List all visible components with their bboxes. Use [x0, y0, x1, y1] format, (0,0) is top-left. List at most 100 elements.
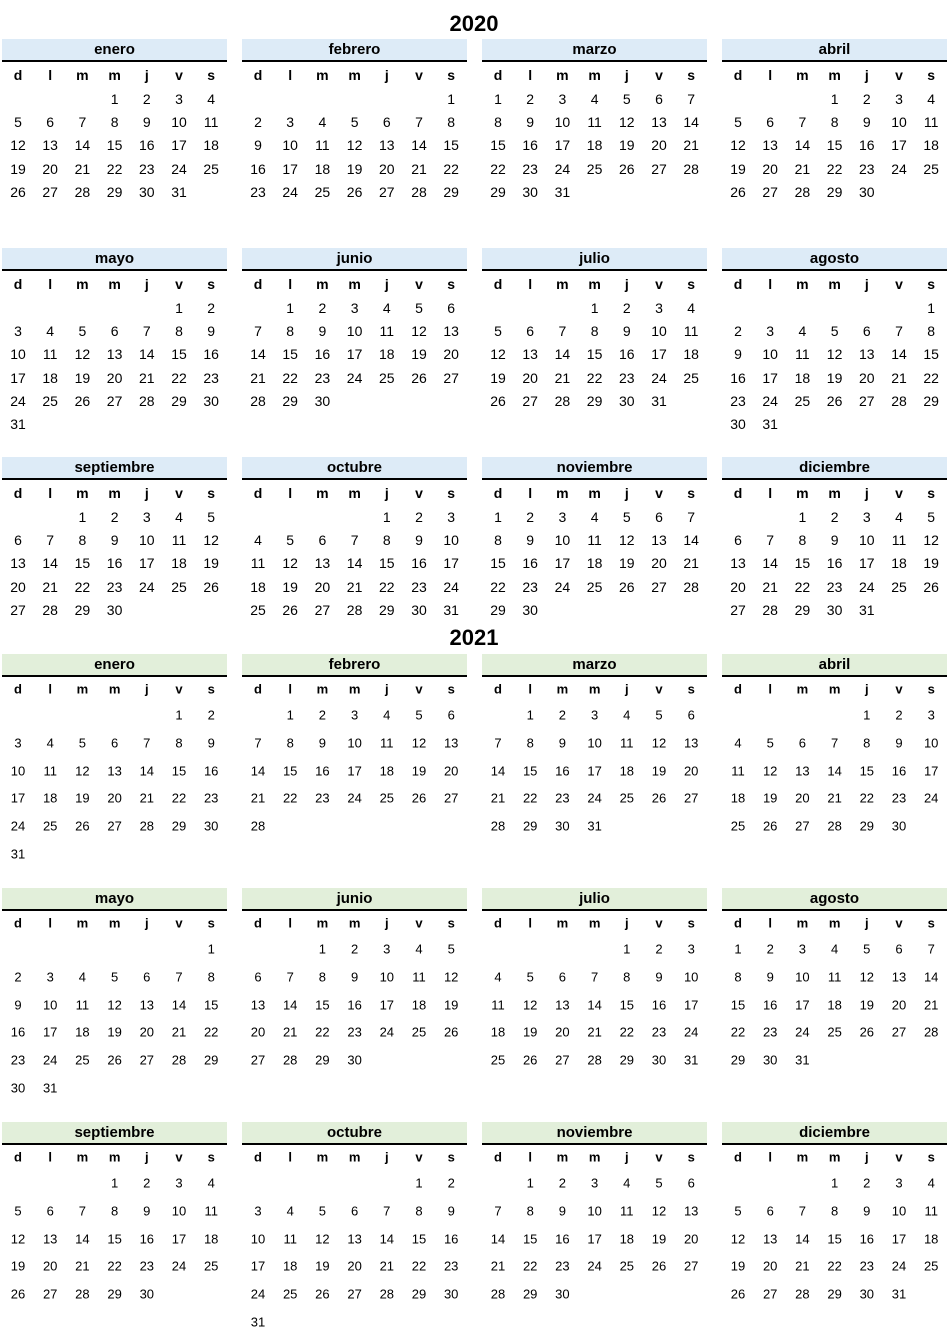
- day-cell: 5: [14, 1203, 22, 1219]
- day-cell: 20: [522, 369, 538, 386]
- weekday-label: m: [556, 67, 569, 83]
- day-cell: 25: [203, 1258, 219, 1274]
- day-cell: 29: [586, 392, 603, 409]
- day-cell: 18: [250, 578, 266, 595]
- weekday-label: m: [316, 276, 329, 292]
- weekday-label: v: [895, 276, 903, 292]
- day-cell: 4: [46, 323, 55, 340]
- day-cell: 17: [651, 346, 667, 363]
- day-cell: 14: [827, 763, 842, 779]
- day-cell: 4: [254, 532, 262, 549]
- day-cell: 2: [895, 707, 903, 723]
- day-cell: 7: [383, 1203, 391, 1219]
- weekday-label: s: [207, 915, 215, 931]
- day-cell: 1: [286, 707, 294, 723]
- day-cell: 8: [623, 969, 631, 985]
- day-cell: 1: [798, 509, 807, 525]
- day-cell: 26: [346, 183, 363, 200]
- day-cell: 21: [42, 578, 58, 595]
- day-cell: 22: [490, 160, 506, 177]
- day-cell: 2: [558, 1175, 566, 1191]
- weekday-label: v: [415, 681, 423, 697]
- day-cell: 7: [830, 735, 839, 751]
- weekday-label: m: [588, 67, 601, 83]
- month-header: octubre: [242, 457, 467, 480]
- day-cell: 2: [655, 941, 663, 957]
- weekday-label: m: [588, 276, 601, 292]
- day-cell: 27: [314, 601, 331, 618]
- weekday-label: v: [655, 485, 663, 501]
- day-cell: 7: [78, 1203, 86, 1219]
- weekday-label: j: [864, 915, 869, 931]
- day-cell: 12: [762, 763, 778, 779]
- day-cell: 30: [859, 1286, 875, 1302]
- day-cell: 3: [383, 941, 391, 957]
- day-cell: 1: [318, 941, 326, 957]
- weekday-label: m: [316, 681, 329, 697]
- day-cell: 17: [762, 369, 778, 386]
- month-header: marzo: [482, 654, 707, 677]
- weekday-label: m: [108, 67, 121, 83]
- day-cell: 29: [522, 818, 538, 834]
- day-cell: 19: [651, 1231, 667, 1247]
- day-cell: 2: [447, 1175, 455, 1191]
- day-cell: 27: [250, 1052, 266, 1068]
- weekday-label: s: [207, 276, 216, 292]
- day-cell: 17: [587, 763, 602, 779]
- day-cell: 18: [411, 997, 427, 1013]
- day-cell: 9: [447, 1203, 455, 1219]
- day-cell: 11: [923, 114, 939, 131]
- weekday-label: m: [316, 67, 329, 83]
- day-cell: 16: [443, 1231, 459, 1247]
- day-cell: 29: [171, 818, 187, 834]
- day-cell: 5: [830, 323, 839, 340]
- day-cell: 20: [107, 790, 122, 806]
- day-cell: 23: [651, 1024, 667, 1040]
- day-cell: 16: [522, 137, 538, 154]
- weekday-label: s: [687, 681, 695, 697]
- day-cell: 24: [139, 578, 155, 595]
- weekday-label: l: [288, 276, 293, 292]
- day-cell: 14: [490, 763, 506, 779]
- month-header: octubre: [242, 1122, 467, 1145]
- day-cell: 4: [927, 1175, 935, 1191]
- day-cell: 26: [826, 392, 843, 409]
- day-cell: 2: [734, 323, 742, 340]
- day-cell: 29: [379, 601, 395, 618]
- day-cell: 18: [619, 763, 635, 779]
- day-cell: 19: [74, 369, 91, 386]
- weekday-label: d: [253, 276, 263, 292]
- day-cell: 25: [314, 183, 331, 200]
- day-cell: 24: [171, 1258, 187, 1274]
- day-cell: 4: [798, 323, 807, 340]
- weekday-label: m: [588, 1149, 601, 1165]
- weekday-label: j: [864, 1149, 869, 1165]
- day-cell: 23: [10, 1052, 26, 1068]
- day-cell: 29: [826, 183, 843, 200]
- day-cell: 28: [139, 818, 155, 834]
- day-cell: 9: [558, 735, 566, 751]
- day-cell: 30: [10, 1080, 26, 1096]
- day-cell: 19: [923, 555, 939, 572]
- day-cell: 30: [203, 818, 219, 834]
- day-cell: 28: [42, 601, 58, 618]
- day-cell: 5: [655, 1175, 663, 1191]
- day-cell: 5: [766, 735, 774, 751]
- day-cell: 2: [254, 114, 262, 131]
- day-cell: 23: [139, 160, 155, 177]
- day-cell: 29: [859, 818, 875, 834]
- day-cell: 9: [14, 997, 22, 1013]
- day-cell: 13: [762, 1231, 778, 1247]
- day-cell: 13: [555, 997, 570, 1013]
- day-cell: 27: [379, 183, 395, 200]
- day-cell: 13: [42, 1231, 58, 1247]
- day-cell: 3: [14, 323, 22, 340]
- day-cell: 21: [139, 790, 155, 806]
- day-cell: 16: [10, 1024, 26, 1040]
- day-cell: 19: [651, 763, 667, 779]
- weekday-label: m: [556, 485, 569, 501]
- day-cell: 8: [734, 969, 742, 985]
- day-cell: 1: [175, 300, 183, 316]
- day-cell: 3: [14, 735, 22, 751]
- day-cell: 9: [895, 735, 903, 751]
